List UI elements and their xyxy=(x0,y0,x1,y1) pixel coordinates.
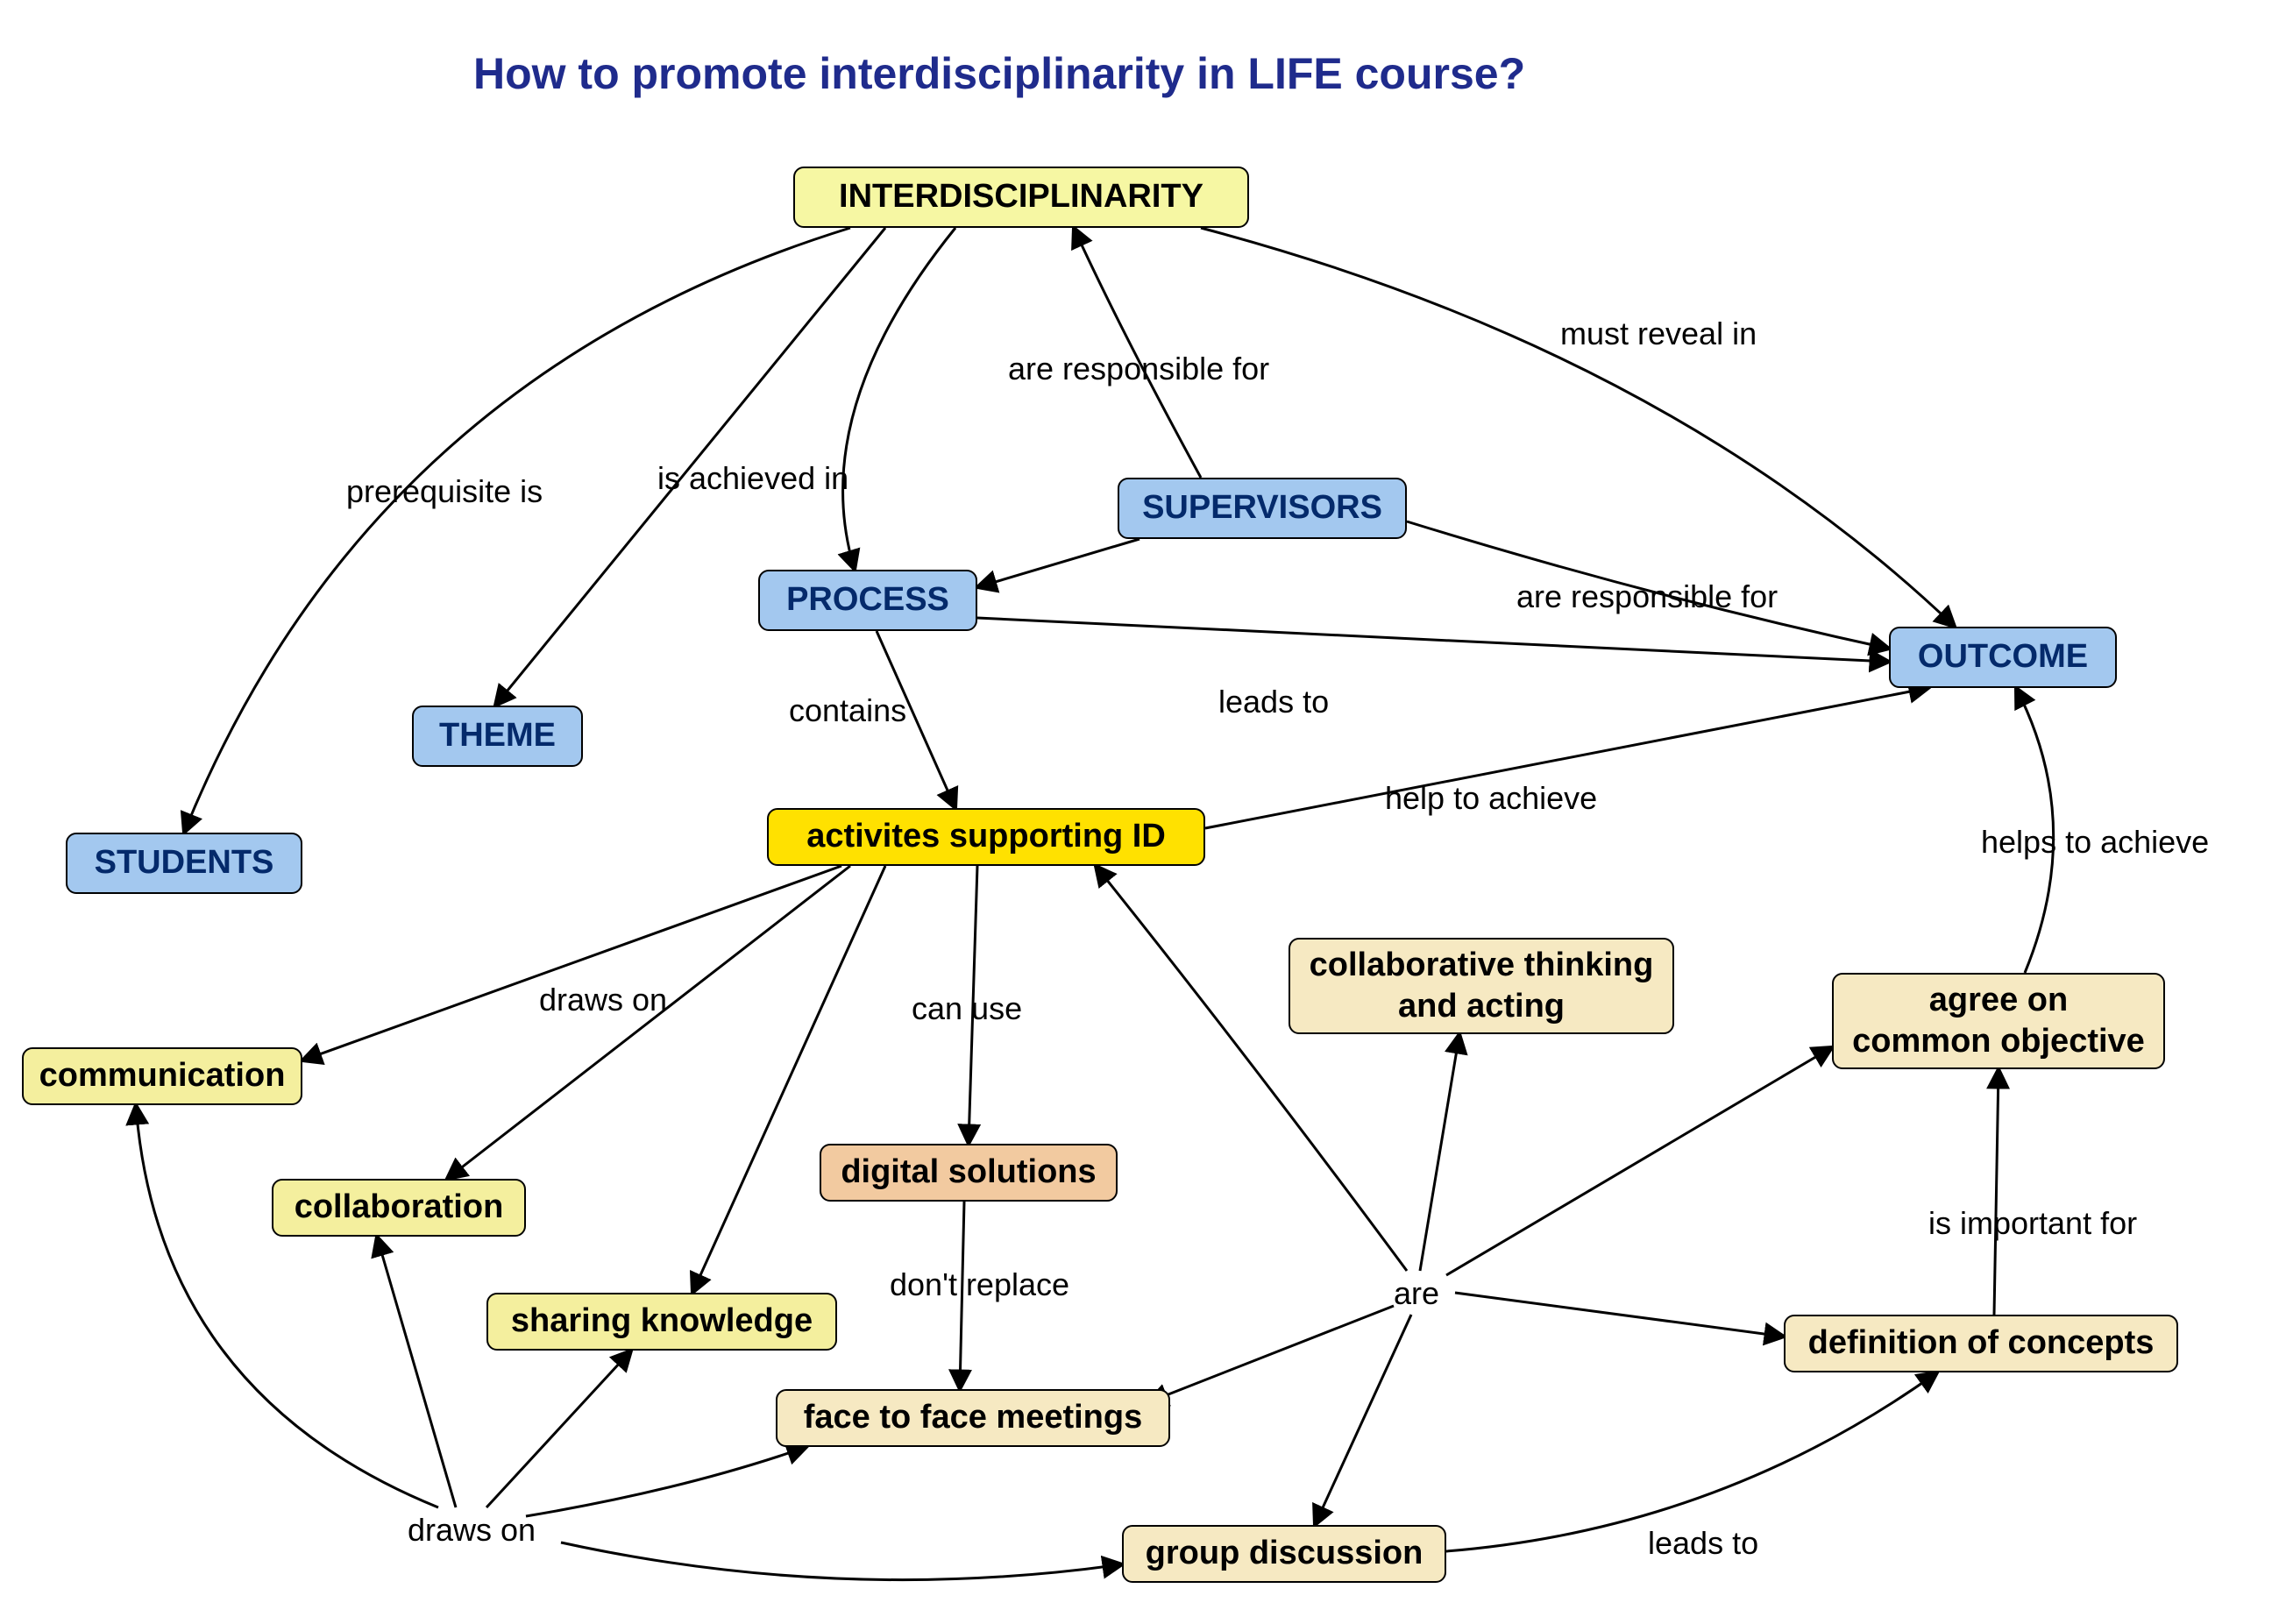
edge-label-supervisors-to-inter: are responsible for xyxy=(1008,351,1269,387)
edge-label-process-to-outcome: leads to xyxy=(1218,684,1329,720)
edge-are-to-definition xyxy=(1455,1293,1784,1337)
edge-activities-to-communication xyxy=(302,866,841,1060)
node-sharing: sharing knowledge xyxy=(486,1293,837,1351)
node-activities: activites supporting ID xyxy=(767,808,1205,866)
edge-activities-to-sharing xyxy=(692,866,885,1293)
edge-drawson2-to-communication xyxy=(136,1105,438,1507)
edge-label-groupdisc-to-definition: leads to xyxy=(1648,1525,1758,1562)
node-outcome: OUTCOME xyxy=(1889,627,2117,688)
edge-process-to-outcome xyxy=(977,618,1889,662)
node-definition: definition of concepts xyxy=(1784,1315,2178,1372)
edge-label-inter-to-process: is achieved in xyxy=(657,460,848,497)
edge-label-activities-to-digital: can use xyxy=(912,990,1022,1027)
edge-label-process-to-activities: contains xyxy=(789,692,906,729)
edge-definition-to-agree xyxy=(1994,1069,1999,1315)
node-inter: INTERDISCIPLINARITY xyxy=(793,167,1249,228)
hub-label-are: are xyxy=(1394,1275,1439,1312)
node-facetoface: face to face meetings xyxy=(776,1389,1170,1447)
edge-label-definition-to-agree: is important for xyxy=(1928,1205,2137,1242)
edge-are-to-collabthink xyxy=(1420,1034,1459,1271)
edge-are-to-groupdisc xyxy=(1315,1315,1411,1525)
edge-drawson2-to-collaboration xyxy=(377,1237,456,1507)
edge-label-activities-to-communication: draws on xyxy=(539,982,667,1018)
edge-are-to-agree xyxy=(1446,1047,1832,1275)
node-process: PROCESS xyxy=(758,570,977,631)
node-theme: THEME xyxy=(412,706,583,767)
hub-label-drawson2: draws on xyxy=(408,1512,536,1549)
edge-label-inter-to-outcome: must reveal in xyxy=(1560,316,1757,352)
node-agree: agree on common objective xyxy=(1832,973,2165,1069)
node-groupdisc: group discussion xyxy=(1122,1525,1446,1583)
diagram-title: How to promote interdisciplinarity in LI… xyxy=(473,48,1525,99)
node-supervisors: SUPERVISORS xyxy=(1118,478,1407,539)
edge-inter-to-outcome xyxy=(1201,228,1955,627)
edge-activities-to-collaboration xyxy=(447,866,850,1179)
node-communication: communication xyxy=(22,1047,302,1105)
node-digital: digital solutions xyxy=(820,1144,1118,1202)
edge-drawson2-to-groupdisc xyxy=(561,1542,1122,1580)
edge-supervisors-to-process xyxy=(977,539,1140,587)
node-collabthink: collaborative thinking and acting xyxy=(1289,938,1674,1034)
edge-drawson2-to-facetoface xyxy=(526,1447,806,1516)
edge-label-inter-to-students: prerequisite is xyxy=(346,473,543,510)
node-students: STUDENTS xyxy=(66,833,302,894)
edge-label-activities-to-outcome: help to achieve xyxy=(1385,780,1597,817)
edge-inter-to-process xyxy=(843,228,955,570)
edge-label-supervisors-to-outcome: are responsible for xyxy=(1516,578,1778,615)
edge-label-agree-to-outcome: helps to achieve xyxy=(1981,824,2209,861)
edge-are-to-facetoface xyxy=(1148,1306,1394,1402)
node-collaboration: collaboration xyxy=(272,1179,526,1237)
edge-label-digital-to-facetoface: don't replace xyxy=(890,1266,1069,1303)
edge-drawson2-to-sharing xyxy=(486,1351,631,1507)
edge-are-to-activities xyxy=(1096,866,1407,1271)
diagram-canvas: How to promote interdisciplinarity in LI… xyxy=(0,0,2279,1624)
